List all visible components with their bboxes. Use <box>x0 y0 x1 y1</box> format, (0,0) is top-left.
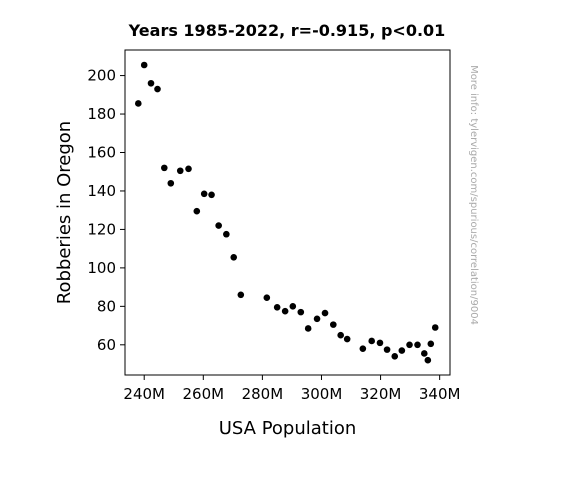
data-point <box>223 230 230 238</box>
data-point <box>167 179 175 187</box>
data-point <box>431 324 439 331</box>
chart-title: Years 1985-2022, r=-0.915, p<0.01 <box>128 21 446 40</box>
data-point <box>398 347 406 354</box>
data-point <box>368 337 376 345</box>
plot-frame <box>124 49 451 376</box>
y-axis-label: Robberies in Oregon <box>54 121 75 304</box>
y-tick-label: 80 <box>97 297 116 315</box>
data-point <box>263 294 271 301</box>
data-point <box>208 191 215 199</box>
data-point <box>215 222 222 229</box>
data-point <box>147 79 155 87</box>
x-tick-label: 240M <box>123 385 165 403</box>
data-point <box>140 61 148 69</box>
data-point <box>200 190 208 198</box>
data-point <box>337 331 344 339</box>
data-point <box>313 315 321 323</box>
x-tick-label: 280M <box>242 385 284 403</box>
y-tick-label: 140 <box>87 182 116 200</box>
data-point <box>304 325 312 332</box>
data-point <box>391 353 399 360</box>
data-point <box>185 165 192 173</box>
data-point <box>343 335 351 343</box>
x-tick-label: 260M <box>183 385 225 403</box>
y-tick-label: 120 <box>87 220 116 238</box>
x-axis-label: USA Population <box>219 418 357 439</box>
x-tick-label: 320M <box>360 385 402 403</box>
x-axis-ticks: 240M 260M 280M 300M 320M 340M <box>123 375 460 403</box>
data-point <box>161 164 168 172</box>
data-point <box>193 207 201 215</box>
data-point <box>414 341 421 349</box>
data-point <box>176 167 184 175</box>
data-point <box>330 321 337 328</box>
plot-area: 240M 260M 280M 300M 320M 340M 60 80 100 120 140 16… <box>87 49 460 403</box>
data-point <box>289 303 297 310</box>
data-point <box>359 345 367 352</box>
y-tick-label: 200 <box>87 67 116 85</box>
data-point <box>230 254 238 261</box>
data-point <box>154 85 161 93</box>
x-tick-label: 300M <box>301 385 343 403</box>
y-axis-ticks: 60 80 100 120 140 160 180 200 <box>87 67 125 354</box>
data-point <box>427 340 435 348</box>
points-layer <box>135 61 439 364</box>
source-note: More info: tylervigen.com/spurious/corre… <box>468 65 479 325</box>
data-point <box>421 350 428 357</box>
data-point <box>237 291 245 299</box>
data-point <box>376 339 384 347</box>
data-point <box>424 356 432 364</box>
x-tick-label: 340M <box>419 385 461 403</box>
y-tick-label: 160 <box>87 144 116 162</box>
y-tick-label: 60 <box>97 336 116 354</box>
data-point <box>406 341 413 349</box>
data-point <box>297 308 305 316</box>
data-point <box>281 307 289 315</box>
y-tick-label: 100 <box>87 259 116 277</box>
y-tick-label: 180 <box>87 105 116 123</box>
data-point <box>273 304 281 311</box>
data-point <box>135 100 142 107</box>
data-point <box>321 309 329 317</box>
data-point <box>383 346 391 353</box>
